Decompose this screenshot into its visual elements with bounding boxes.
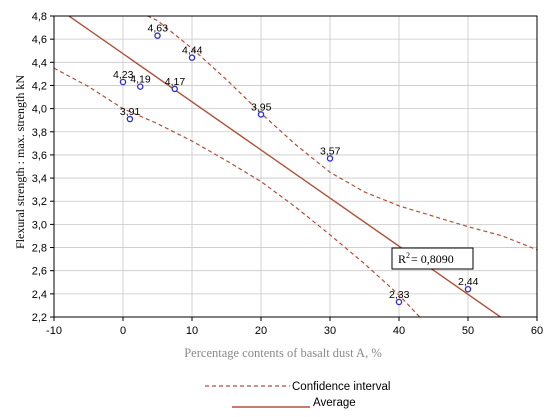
y-tick-label: 2,4 xyxy=(32,289,47,301)
data-point xyxy=(257,111,265,118)
data-point-label: 4,44 xyxy=(182,45,203,57)
data-point xyxy=(119,78,127,86)
y-tick-label: 4,6 xyxy=(32,34,47,46)
data-point xyxy=(464,285,472,293)
y-tick-label: 2,6 xyxy=(32,266,47,278)
plot-frame xyxy=(53,15,538,318)
data-point xyxy=(171,85,178,93)
x-tick-label: 20 xyxy=(255,325,267,337)
data-point-label: 4,63 xyxy=(148,23,169,35)
legend-confidence-label: Confidence interval xyxy=(292,381,390,393)
data-point-label: 3,57 xyxy=(320,145,341,157)
x-tick-label: 0 xyxy=(120,325,126,337)
x-tick-label: 30 xyxy=(324,325,336,337)
data-points: 4,23 3,91 4,19 4,63 4,17 4,44 3,95 3,57 2,33 2,44 xyxy=(113,23,479,306)
data-point xyxy=(136,83,144,90)
x-tick-label: 50 xyxy=(462,325,474,337)
data-point xyxy=(188,54,196,61)
y-tick-label: 3,8 xyxy=(32,127,47,139)
data-point xyxy=(126,115,134,123)
data-point-label: 2,44 xyxy=(458,276,479,288)
confidence-lower-line xyxy=(54,67,421,317)
axis-ticks: -10 0 10 20 30 40 50 60 2,2 2,4 2,6 2,8 3,0 3,2 3,4 3,6… xyxy=(32,11,543,337)
plot-border xyxy=(53,15,538,318)
y-tick-label: 2,8 xyxy=(32,243,47,255)
r2-annotation: R2= 0,8090 xyxy=(391,247,474,270)
y-tick-label: 3,0 xyxy=(32,219,47,231)
x-tick-label: 10 xyxy=(186,325,198,337)
confidence-upper-line xyxy=(146,16,537,251)
r2-box xyxy=(391,247,474,270)
grid xyxy=(54,16,537,317)
data-point-label: 3,91 xyxy=(120,106,141,118)
x-tick-label: -10 xyxy=(46,325,62,337)
y-tick-label: 3,2 xyxy=(32,196,47,208)
y-axis-title: Flexural strength : max. strength kN xyxy=(13,75,27,249)
y-tick-label: 3,4 xyxy=(32,173,47,185)
data-point-label: 4,17 xyxy=(165,76,186,88)
data-point xyxy=(326,155,334,162)
data-point-label: 3,95 xyxy=(251,101,272,113)
average-line-group xyxy=(67,16,502,317)
y-tick-label: 4,2 xyxy=(32,80,47,92)
y-tick-label: 4,8 xyxy=(32,11,47,23)
legend: Confidence interval Average xyxy=(205,381,390,409)
data-point-label: 4,19 xyxy=(130,74,151,86)
data-point xyxy=(395,298,403,306)
data-point xyxy=(154,32,161,39)
data-point-label: 4,23 xyxy=(113,69,134,81)
x-tick-label: 60 xyxy=(531,325,543,337)
y-tick-label: 4,0 xyxy=(32,104,47,116)
legend-average-label: Average xyxy=(313,397,356,409)
average-line xyxy=(67,16,502,317)
r2-label: R2= 0,8090 xyxy=(398,251,454,266)
y-tick-label: 3,6 xyxy=(32,150,47,162)
data-point-label: 2,33 xyxy=(389,289,410,301)
x-tick-label: 40 xyxy=(393,325,405,337)
y-tick-label: 2,2 xyxy=(32,312,47,324)
confidence-bands xyxy=(54,16,537,317)
y-tick-label: 4,4 xyxy=(32,57,47,69)
x-axis-title: Percentage contents of basalt dust A, % xyxy=(184,346,382,360)
